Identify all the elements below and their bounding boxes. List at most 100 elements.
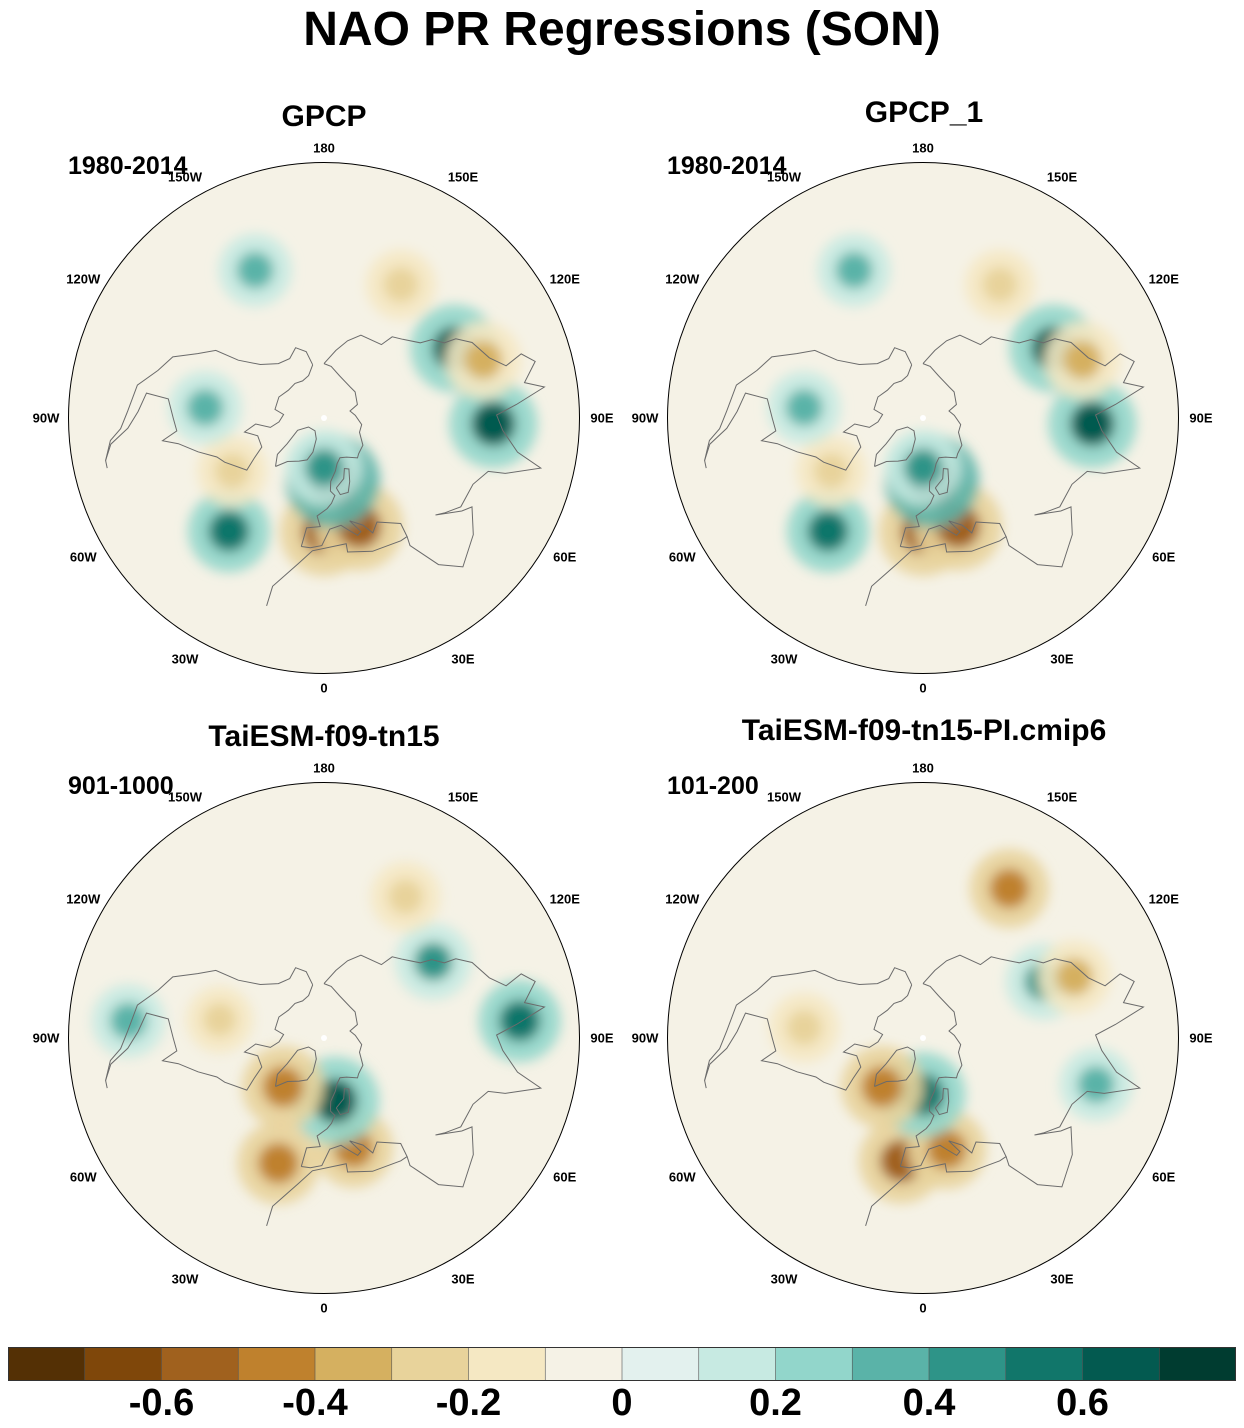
colorbar-swatch <box>621 1347 700 1381</box>
longitude-label: 120E <box>1148 271 1179 287</box>
colorbar-swatch <box>84 1347 163 1381</box>
longitude-label: 0 <box>320 1300 328 1316</box>
map-border <box>68 162 580 674</box>
longitude-label: 90E <box>590 410 614 426</box>
coastline <box>266 1140 408 1227</box>
longitude-label: 120W <box>665 891 700 907</box>
coastline <box>275 426 317 467</box>
anomaly-core <box>807 510 849 552</box>
longitude-label: 150E <box>1046 169 1078 185</box>
polar-map <box>68 162 580 674</box>
colorbar-swatch <box>698 1347 777 1381</box>
coastline <box>899 363 963 547</box>
longitude-label: 150W <box>168 789 202 805</box>
longitude-label: 180 <box>912 140 934 156</box>
longitude-label: 0 <box>320 680 328 696</box>
anomaly-core <box>982 267 1018 303</box>
longitude-label: 60W <box>668 549 696 565</box>
longitude-label: 30E <box>1050 651 1074 667</box>
coastline <box>934 467 950 496</box>
anomaly-core <box>414 942 453 981</box>
anomaly-core <box>989 868 1030 909</box>
longitude-label: 150W <box>767 169 801 185</box>
coastline <box>105 347 314 461</box>
coastline <box>704 347 913 461</box>
colorbar-labels: -0.6 -0.4 -0.2 0 0.2 0.4 0.6 <box>0 1382 1244 1428</box>
longitude-label: 60E <box>1152 1169 1176 1185</box>
coastline <box>704 984 913 1091</box>
longitude-label: 90E <box>590 1030 614 1046</box>
longitude-label: 120W <box>66 891 101 907</box>
longitude-label: 60E <box>553 549 577 565</box>
coastline <box>105 984 314 1091</box>
longitude-label: 90W <box>32 1030 60 1046</box>
north-pole-marker <box>920 415 926 421</box>
coastline <box>865 520 1007 607</box>
coastline <box>300 363 364 547</box>
anomaly-core <box>1055 958 1093 996</box>
longitude-label: 120E <box>549 271 580 287</box>
colorbar-swatch <box>851 1347 930 1381</box>
anomaly-core <box>1077 1066 1115 1103</box>
longitude-label: 30E <box>451 1271 475 1287</box>
anomaly-core <box>785 389 823 426</box>
coastline <box>300 983 364 1167</box>
coastline <box>105 364 314 471</box>
panel-period: 101-200 <box>667 772 759 800</box>
longitude-label: 120E <box>1148 891 1179 907</box>
north-pole-marker <box>321 415 327 421</box>
coastline <box>704 967 913 1081</box>
panel-title: GPCP_1 <box>864 96 984 129</box>
polar-map <box>667 782 1179 1294</box>
longitude-label: 90W <box>631 1030 659 1046</box>
longitude-label: 120W <box>66 271 101 287</box>
map-border <box>667 162 1179 674</box>
anomaly-core <box>904 448 942 487</box>
longitude-label: 150E <box>1046 789 1078 805</box>
coastline <box>922 334 1145 568</box>
coastline <box>323 334 546 568</box>
longitude-label: 60W <box>668 1169 696 1185</box>
coastline <box>266 520 408 607</box>
longitude-label: 0 <box>919 1300 927 1316</box>
anomaly-core <box>464 341 503 379</box>
colorbar-swatch <box>161 1347 240 1381</box>
colorbar-swatch <box>468 1347 547 1381</box>
anomaly-core <box>262 1066 304 1108</box>
anomaly-core <box>110 1002 147 1040</box>
colorbar-swatch <box>8 1347 86 1381</box>
longitude-label: 60E <box>1152 549 1176 565</box>
panel-title: TaiESM-f09-tn15 <box>208 720 440 753</box>
north-pole-marker <box>920 1035 926 1041</box>
anomaly-core <box>835 251 873 289</box>
coastline <box>874 1046 916 1087</box>
north-pole-marker <box>321 1035 327 1041</box>
longitude-label: 90E <box>1189 1030 1213 1046</box>
anomaly-core <box>1070 401 1115 446</box>
longitude-label: 90W <box>32 410 60 426</box>
anomaly-core <box>861 1066 903 1108</box>
colorbar-tick-label: 0.6 <box>1056 1382 1109 1424</box>
colorbar-swatch <box>237 1347 316 1381</box>
coastline <box>934 1087 950 1116</box>
longitude-label: 150W <box>168 169 202 185</box>
colorbar-swatch <box>544 1347 623 1381</box>
anomaly-core <box>813 453 849 489</box>
longitude-label: 180 <box>912 760 934 776</box>
colorbar-swatch <box>391 1347 470 1381</box>
longitude-label: 150E <box>447 789 479 805</box>
coastline <box>922 954 1145 1188</box>
panel-period: 1980-2014 <box>667 152 787 180</box>
coastline <box>335 1087 351 1116</box>
longitude-label: 30W <box>171 651 199 667</box>
colorbar-swatch <box>1082 1347 1161 1381</box>
colorbar-tick-label: 0 <box>611 1382 633 1424</box>
longitude-label: 180 <box>313 140 335 156</box>
longitude-label: 30W <box>770 651 798 667</box>
coastline <box>335 467 351 496</box>
panel-title: GPCP <box>281 100 367 133</box>
polar-map <box>68 782 580 1294</box>
longitude-label: 30E <box>451 651 475 667</box>
longitude-label: 150E <box>447 169 479 185</box>
longitude-label: 60E <box>553 1169 577 1185</box>
